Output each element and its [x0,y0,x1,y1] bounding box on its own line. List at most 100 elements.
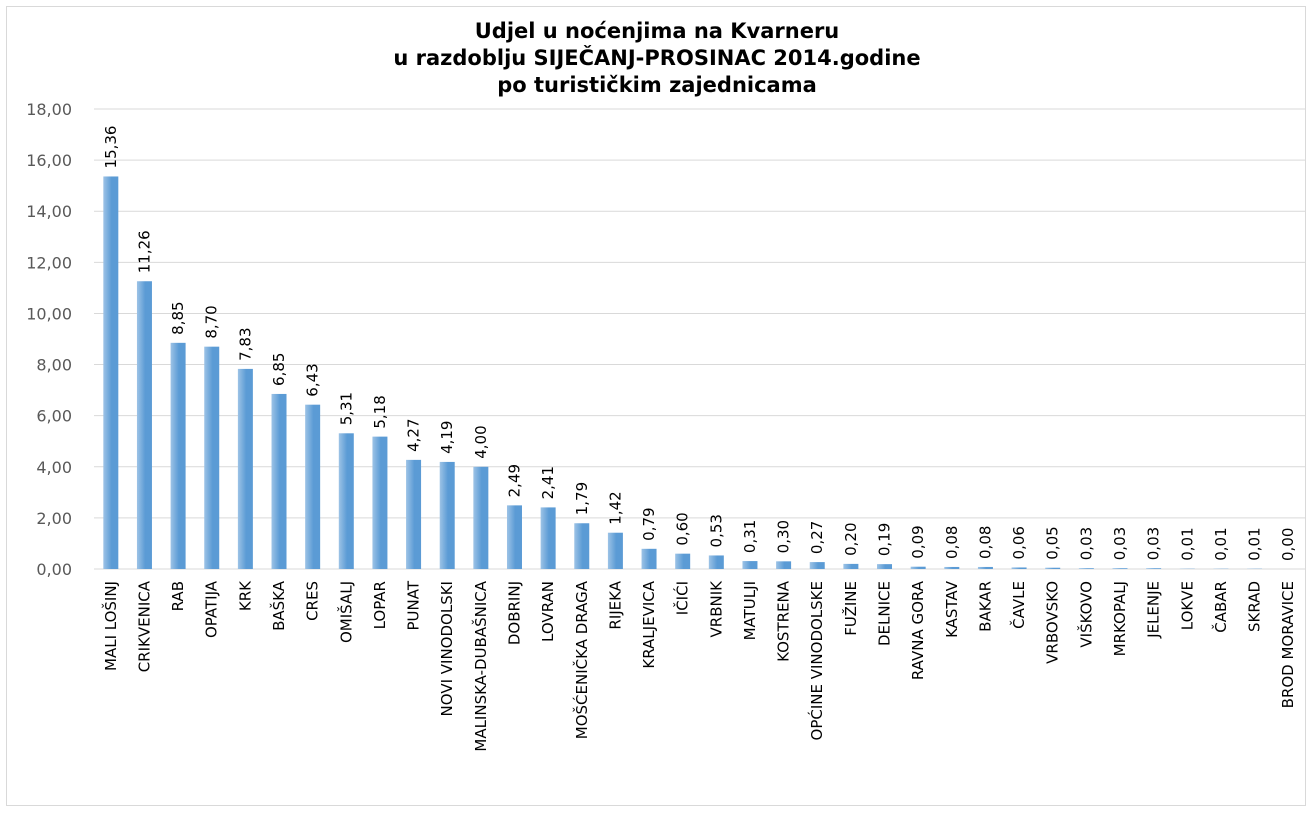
bar [843,563,859,569]
data-label: 0,53 [707,514,725,547]
category-label: VRBOVSKO [1044,581,1062,664]
data-label: 2,49 [505,464,523,497]
y-tick-label: 10,00 [26,304,72,323]
bar [540,507,556,569]
data-label: 0,03 [1145,527,1163,560]
y-tick-label: 6,00 [36,407,72,426]
category-label: DOBRINJ [505,581,523,645]
data-label: 0,01 [1246,527,1264,560]
bar [305,404,321,569]
category-label: NOVI VINODOLSKI [438,581,456,716]
bar [977,566,993,569]
bar [809,562,825,569]
y-tick-label: 8,00 [36,356,72,375]
category-label: RAVNA GORA [909,580,927,680]
category-label: BAŠKA [269,580,288,631]
bar [406,459,422,569]
category-label: PUNAT [405,580,423,630]
data-label: 0,00 [1279,528,1297,561]
bar [1112,568,1128,569]
data-label: 0,08 [943,526,961,559]
bar [170,342,186,569]
category-label: LOKVE [1178,581,1196,630]
bar [776,561,792,569]
data-label: 8,70 [203,305,221,338]
data-label: 0,60 [674,512,692,545]
y-tick-label: 0,00 [36,560,72,579]
category-label: OPĆINE VINODOLSKE [807,581,826,740]
bar [439,461,455,569]
data-label: 0,03 [1111,527,1129,560]
data-label: 15,36 [102,126,120,169]
category-label: SKRAD [1246,581,1264,632]
category-label: LOPAR [371,581,389,629]
category-label: KRALJEVICA [640,580,658,668]
data-label: 4,00 [472,425,490,458]
y-tick-label: 2,00 [36,509,72,528]
category-label: MRKOPALJ [1111,581,1129,656]
category-label: RIJEKA [606,580,624,629]
bar [1011,567,1027,569]
data-label: 5,18 [371,395,389,428]
bar [506,505,522,569]
category-label: RAB [169,581,187,611]
chart-title-line-2: u razdoblju SIJEČANJ-PROSINAC 2014.godin… [393,46,921,70]
bar [641,548,657,569]
category-label: CRES [304,581,322,621]
data-label: 4,27 [405,418,423,451]
bar [473,466,489,569]
y-tick-label: 4,00 [36,458,72,477]
category-label: VIŠKOVO [1076,581,1095,648]
bar [237,368,253,569]
category-label: MALI LOŠINJ [101,581,120,671]
category-label: FUŽINE [841,581,860,636]
data-label: 0,20 [842,522,860,555]
data-label: 0,31 [741,520,759,553]
data-label: 0,06 [1010,526,1028,559]
category-label: KRK [236,580,254,611]
bar [708,555,724,569]
bar [1078,568,1094,569]
category-label: LOVRAN [539,581,557,642]
bar [372,436,388,569]
data-label: 0,79 [640,507,658,540]
bar [742,561,758,569]
category-label: MATULJI [741,581,759,640]
category-label: OPATIJA [203,580,221,638]
chart-title: Udjel u noćenjima na Kvarneru u razdoblj… [0,18,1314,99]
bar [103,176,119,569]
bar [1045,567,1061,569]
data-label: 7,83 [236,327,254,360]
category-label: KOSTRENA [775,580,793,662]
data-label: 0,19 [876,523,894,556]
bar [910,566,926,569]
category-label: CRIKVENICA [135,580,153,672]
category-label: IČIĆI [673,581,692,615]
category-label: ČAVLE [1009,581,1028,629]
category-label: VRBNIK [707,580,725,638]
data-label: 0,03 [1077,527,1095,560]
bar [944,566,960,569]
data-label: 0,08 [976,526,994,559]
bar [338,433,354,569]
bar [271,393,287,569]
data-label: 0,27 [808,521,826,554]
data-label: 11,26 [135,230,153,273]
data-label: 1,42 [606,491,624,524]
data-label: 6,43 [304,363,322,396]
category-label: OMIŠALJ [336,581,355,643]
bar [675,553,691,569]
y-tick-label: 18,00 [26,100,72,119]
category-label: MALINSKA-DUBAŠNICA [471,580,490,751]
bar [1146,568,1162,569]
bar [574,523,590,569]
y-tick-label: 14,00 [26,202,72,221]
data-label: 0,30 [775,520,793,553]
category-label: DELNICE [876,581,894,646]
data-label: 1,79 [573,482,591,515]
bar [877,564,893,569]
y-tick-label: 16,00 [26,151,72,170]
chart-frame [6,6,1306,806]
data-label: 0,01 [1178,527,1196,560]
